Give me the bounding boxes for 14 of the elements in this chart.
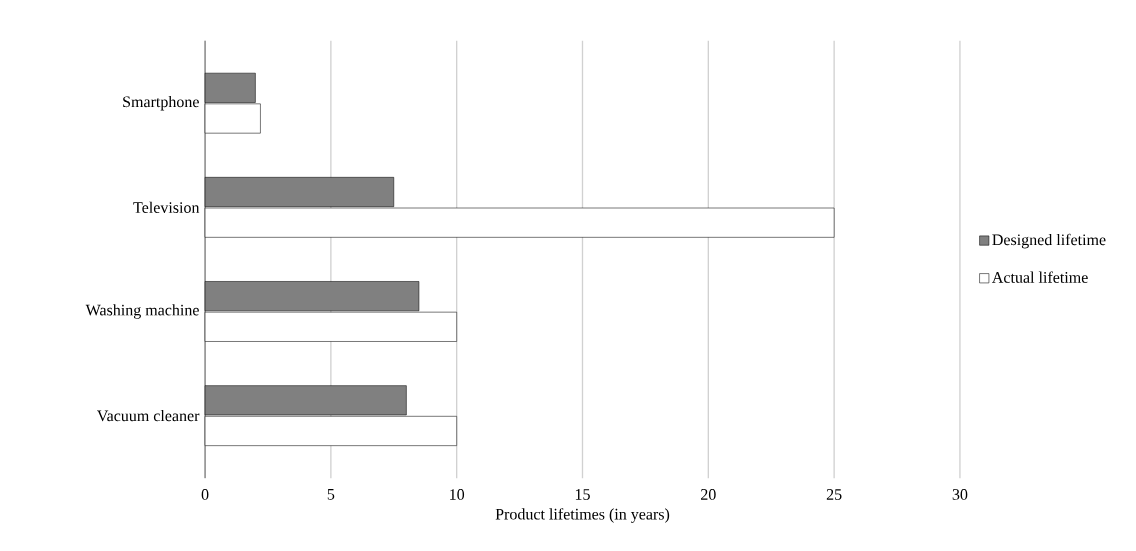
x-axis-title: Product lifetimes (in years)	[495, 508, 670, 523]
y-tick-label: Television	[133, 201, 200, 213]
x-tick-label: 20	[701, 488, 716, 500]
y-tick-label: Vacuum cleaner	[97, 409, 200, 422]
y-tick-label: Smartphone	[123, 95, 199, 111]
y-tick-label: Washing machine	[85, 304, 199, 319]
x-tick-label: 10	[450, 488, 465, 500]
x-tick-label: 30	[952, 488, 968, 500]
x-tick-label: 0	[201, 488, 209, 500]
x-tick-label: 25	[826, 488, 842, 500]
legend-label: Actual lifetime	[991, 271, 1088, 283]
x-tick-label: 5	[327, 488, 335, 500]
legend-label: Designed lifetime	[992, 233, 1106, 249]
x-tick-label: 15	[575, 489, 590, 500]
